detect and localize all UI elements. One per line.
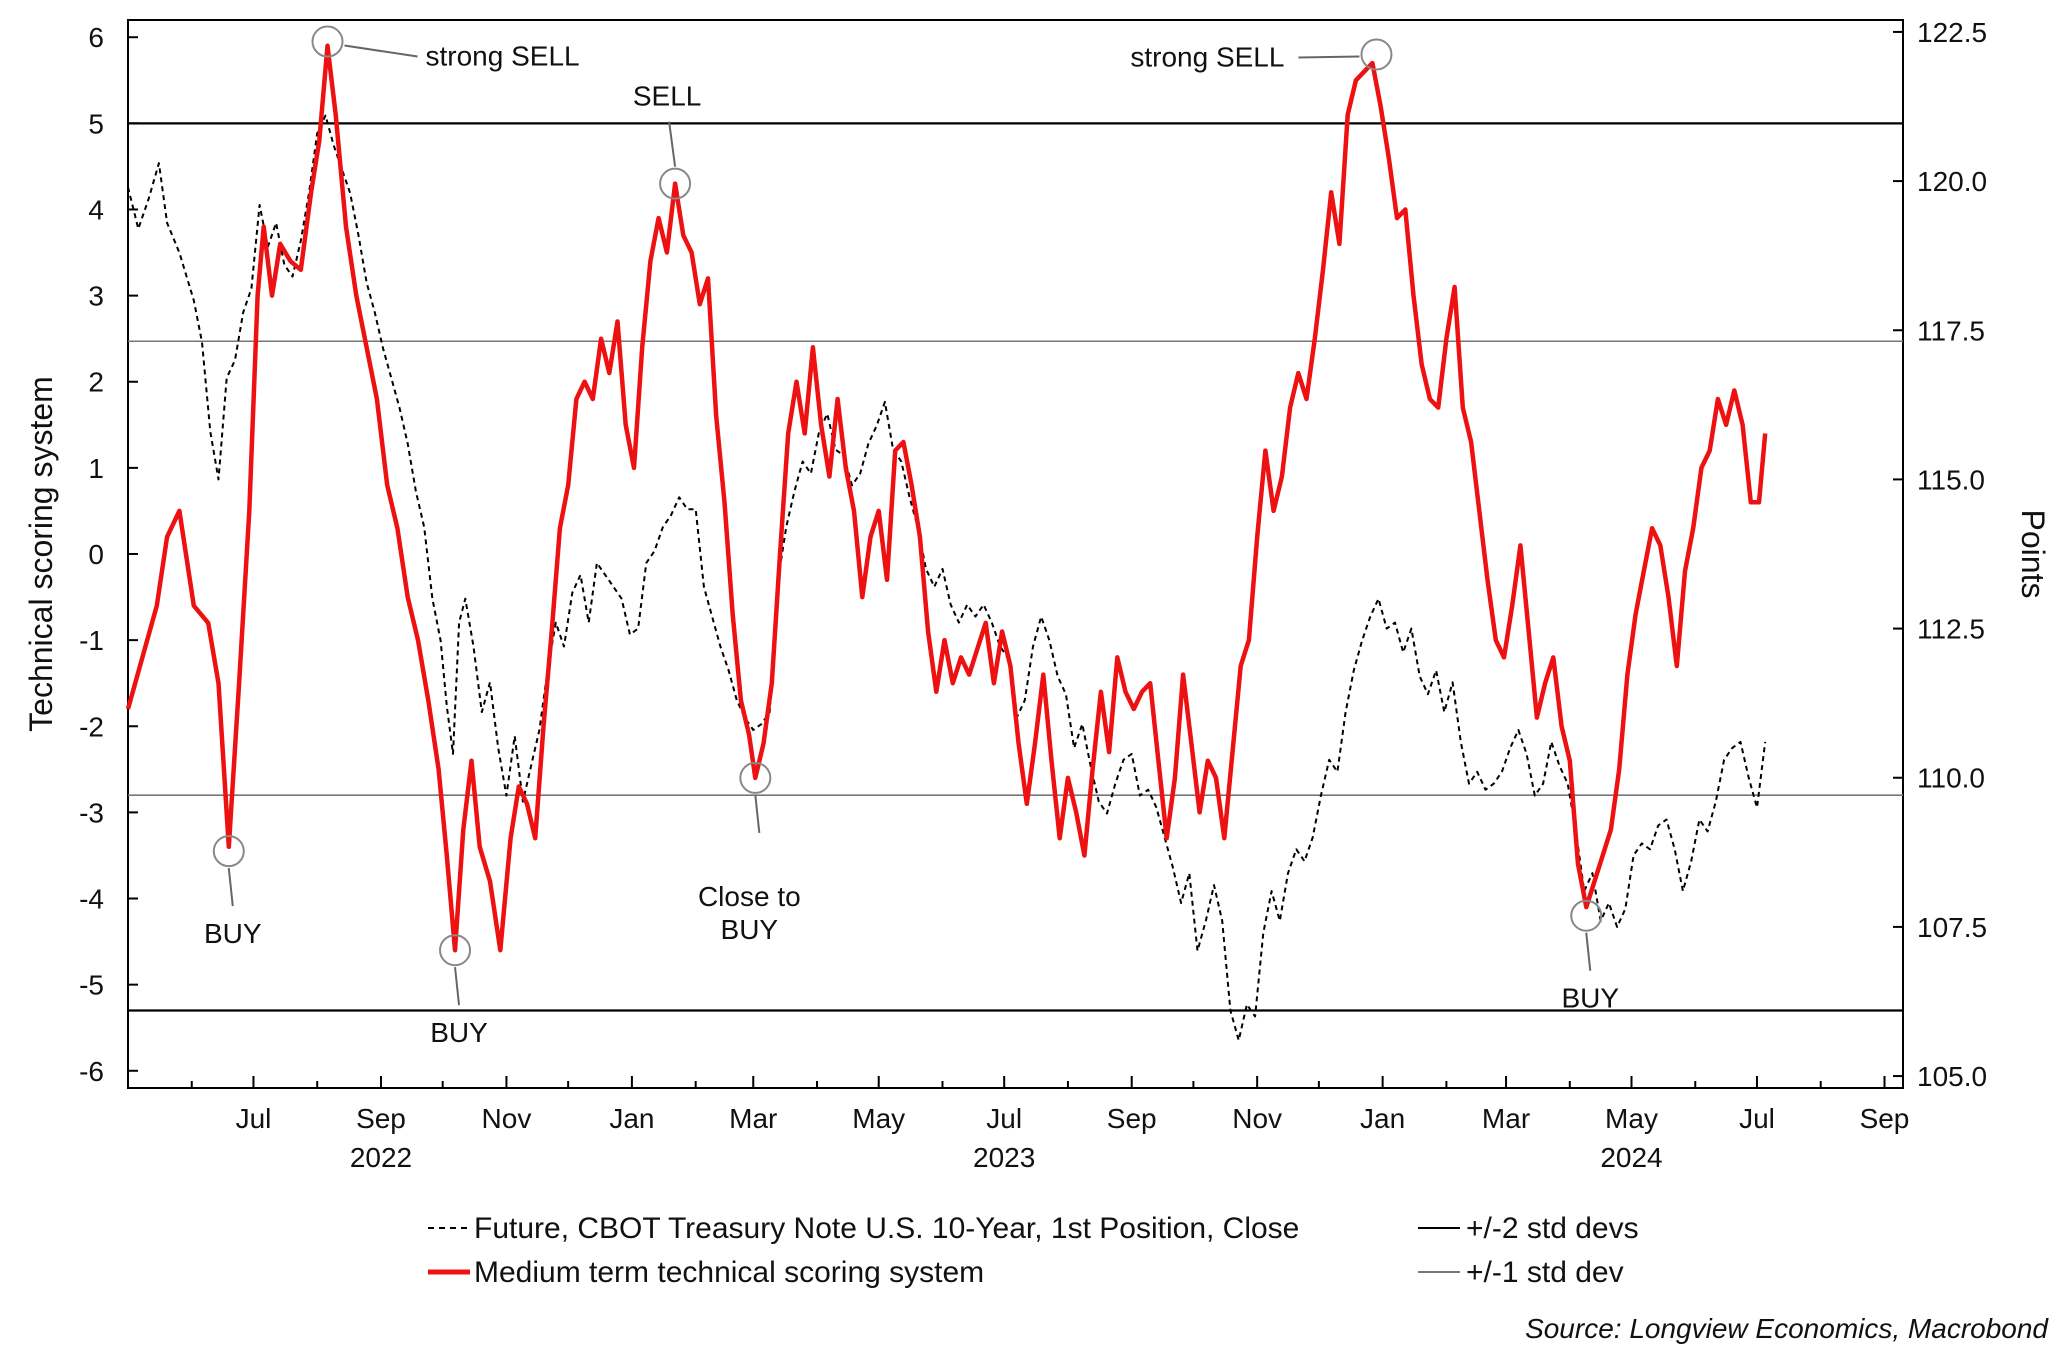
x-tick-label-3: Jan [609, 1103, 654, 1134]
x-year-label-11: 2024 [1600, 1142, 1662, 1173]
annotation-marker-0 [212, 835, 245, 868]
x-tick-label-8: Nov [1232, 1103, 1282, 1134]
right-tick-label-3: 115.0 [1917, 464, 1985, 495]
x-tick-label-7: Sep [1107, 1103, 1157, 1134]
left-tick-label-8: -2 [79, 711, 104, 742]
annotation-leader-6 [1585, 932, 1592, 971]
source-note: Source: Longview Economics, Macrobond [1525, 1313, 2049, 1344]
x-tick-label-5: May [852, 1103, 905, 1134]
left-tick-label-6: 0 [88, 539, 104, 570]
x-tick-label-6: Jul [986, 1103, 1022, 1134]
legend-label-1std: +/-1 std dev [1466, 1256, 1624, 1289]
annotation-leader-4 [754, 794, 761, 834]
annotation-label-6: BUY [1561, 983, 1619, 1014]
x-axis: Jul Sep 2022 Nov Jan Mar May Jul 2023 Sep Nov Jan Ma… [190, 1076, 1910, 1173]
right-axis-title: Points [2015, 510, 2051, 599]
x-year-label-6: 2023 [973, 1142, 1035, 1173]
annotation-marker-2 [439, 934, 472, 967]
x-tick-label-0: Jul [236, 1103, 272, 1134]
left-axis: 6 5 4 3 2 1 0 -1 -2 -3 -4 -5 -6 [79, 22, 138, 1087]
x-tick-label-1: Sep [356, 1103, 406, 1134]
right-tick-label-0: 122.5 [1917, 17, 1987, 48]
right-tick-label-5: 110.0 [1917, 763, 1985, 794]
left-tick-label-12: -6 [79, 1056, 104, 1087]
right-tick-label-7: 105.0 [1917, 1061, 1987, 1092]
left-tick-label-2: 4 [88, 194, 104, 225]
threshold-lines [128, 122, 1903, 1012]
left-axis-title: Technical scoring system [23, 376, 59, 732]
annotation-leader-0 [227, 868, 234, 907]
annotation-marker-3 [659, 167, 692, 200]
x-tick-label-12: Jul [1739, 1103, 1775, 1134]
left-tick-label-1: 5 [88, 108, 104, 139]
left-tick-label-10: -4 [79, 884, 104, 915]
right-tick-label-2: 117.5 [1917, 315, 1985, 346]
annotation-leader-5 [1298, 55, 1360, 59]
left-tick-label-11: -5 [79, 970, 104, 1001]
x-tick-label-10: Mar [1482, 1103, 1530, 1134]
left-tick-label-3: 3 [88, 281, 104, 312]
right-tick-label-1: 120.0 [1917, 166, 1987, 197]
plot-area [127, 19, 1904, 1089]
right-tick-label-6: 107.5 [1917, 912, 1987, 943]
right-axis: 122.5 120.0 117.5 115.0 112.5 110.0 107.5 105.0 [1893, 17, 1987, 1092]
annotation-label-3: SELL [633, 81, 702, 112]
left-tick-label-4: 2 [88, 367, 104, 398]
legend: Future, CBOT Treasury Note U.S. 10-Year,… [428, 1212, 1639, 1289]
x-tick-label-4: Mar [729, 1103, 777, 1134]
x-tick-label-11: May [1605, 1103, 1658, 1134]
annotation-label-4-line2: BUY [721, 914, 779, 945]
right-tick-label-4: 112.5 [1917, 614, 1985, 645]
left-tick-label-9: -3 [79, 797, 104, 828]
annotation-leader-1 [344, 44, 418, 58]
x-year-label-1: 2022 [350, 1142, 412, 1173]
legend-label-2std: +/-2 std devs [1466, 1212, 1639, 1245]
x-tick-label-2: Nov [482, 1103, 532, 1134]
annotation-label-4-line1: Close to [698, 881, 801, 912]
annotation-label-5: strong SELL [1130, 41, 1284, 72]
legend-label-score: Medium term technical scoring system [474, 1256, 984, 1289]
annotation-label-0: BUY [204, 918, 262, 949]
legend-label-futures: Future, CBOT Treasury Note U.S. 10-Year,… [474, 1212, 1299, 1245]
annotation-leader-2 [454, 967, 461, 1006]
annotation-marker-6 [1570, 899, 1603, 932]
left-tick-label-5: 1 [88, 453, 104, 484]
annotation-label-2: BUY [430, 1017, 488, 1048]
annotation-marker-5 [1360, 38, 1393, 71]
left-tick-label-7: -1 [79, 625, 104, 656]
x-tick-label-13: Sep [1860, 1103, 1910, 1134]
x-tick-label-9: Jan [1360, 1103, 1405, 1134]
annotation-leader-3 [668, 121, 677, 167]
annotation-marker-1 [311, 25, 344, 58]
series-line-futures [127, 114, 1767, 1042]
annotation-marker-4 [739, 761, 772, 794]
left-tick-label-0: 6 [88, 22, 104, 53]
annotation-label-1: strong SELL [426, 41, 580, 72]
